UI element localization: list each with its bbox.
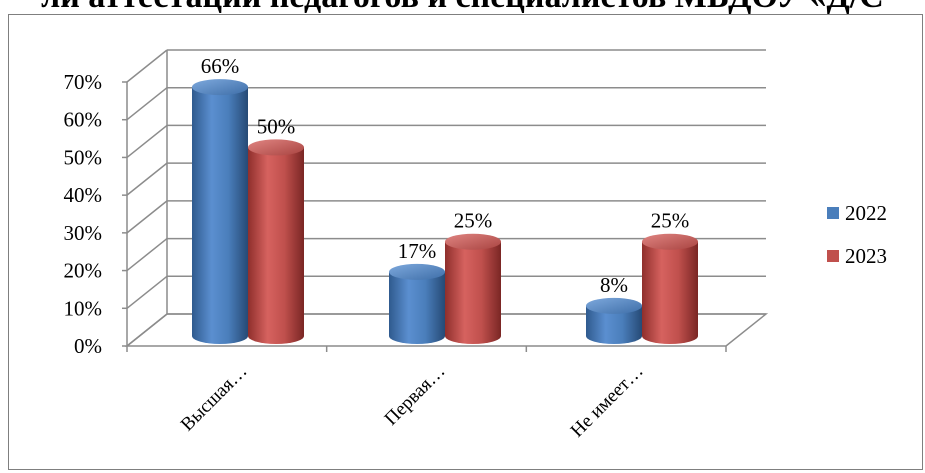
gridline-side — [126, 87, 168, 121]
data-label-2023-2: 25% — [651, 209, 690, 233]
x-tick-label-0: Высшая… — [177, 361, 252, 436]
bar-top-2023-2 — [642, 233, 698, 250]
data-label-2022-2: 8% — [600, 273, 628, 297]
y-tick-label: 40% — [64, 183, 103, 207]
y-tick-label: 30% — [64, 221, 103, 245]
x-tick-label-1: Первая… — [381, 361, 450, 430]
gridline-side — [126, 313, 168, 347]
bar-2023-1 — [445, 241, 501, 344]
bar-2022-0 — [192, 87, 248, 344]
data-label-2022-1: 17% — [398, 239, 437, 263]
gridline-side — [126, 124, 168, 159]
legend-swatch-2023 — [827, 250, 839, 262]
bar-2022-2 — [586, 305, 642, 344]
gridline-side — [126, 275, 168, 309]
legend-label-2023: 2023 — [845, 244, 887, 268]
y-tick-label: 10% — [64, 296, 103, 320]
page-heading: ли аттестации педагогов и специалистов М… — [0, 0, 925, 16]
bar-top-2022-1 — [389, 263, 445, 280]
gridline-side — [126, 200, 168, 234]
gridline-side — [126, 49, 168, 83]
y-tick-label: 70% — [64, 70, 103, 94]
y-tick-label: 0% — [74, 334, 102, 358]
bar-2022-1 — [389, 271, 445, 344]
data-label-2023-1: 25% — [454, 209, 493, 233]
legend-label-2022: 2022 — [845, 201, 887, 225]
x-tick-label-2: Не имеет… — [567, 361, 648, 442]
bar-top-2023-1 — [445, 233, 501, 250]
legend-swatch-2022 — [827, 207, 839, 219]
bar-2023-0 — [248, 147, 304, 344]
gridline-side — [126, 162, 168, 196]
y-tick-label: 50% — [64, 145, 103, 169]
bar-top-2022-0 — [192, 79, 248, 96]
bar-2023-2 — [642, 241, 698, 344]
bar-top-2022-2 — [586, 297, 642, 314]
data-label-2023-0: 50% — [257, 114, 296, 138]
bar-top-2023-0 — [248, 139, 304, 156]
data-label-2022-0: 66% — [201, 54, 240, 78]
y-tick-label: 20% — [64, 259, 103, 283]
y-tick-label: 60% — [64, 108, 103, 132]
gridline-side — [126, 237, 168, 272]
